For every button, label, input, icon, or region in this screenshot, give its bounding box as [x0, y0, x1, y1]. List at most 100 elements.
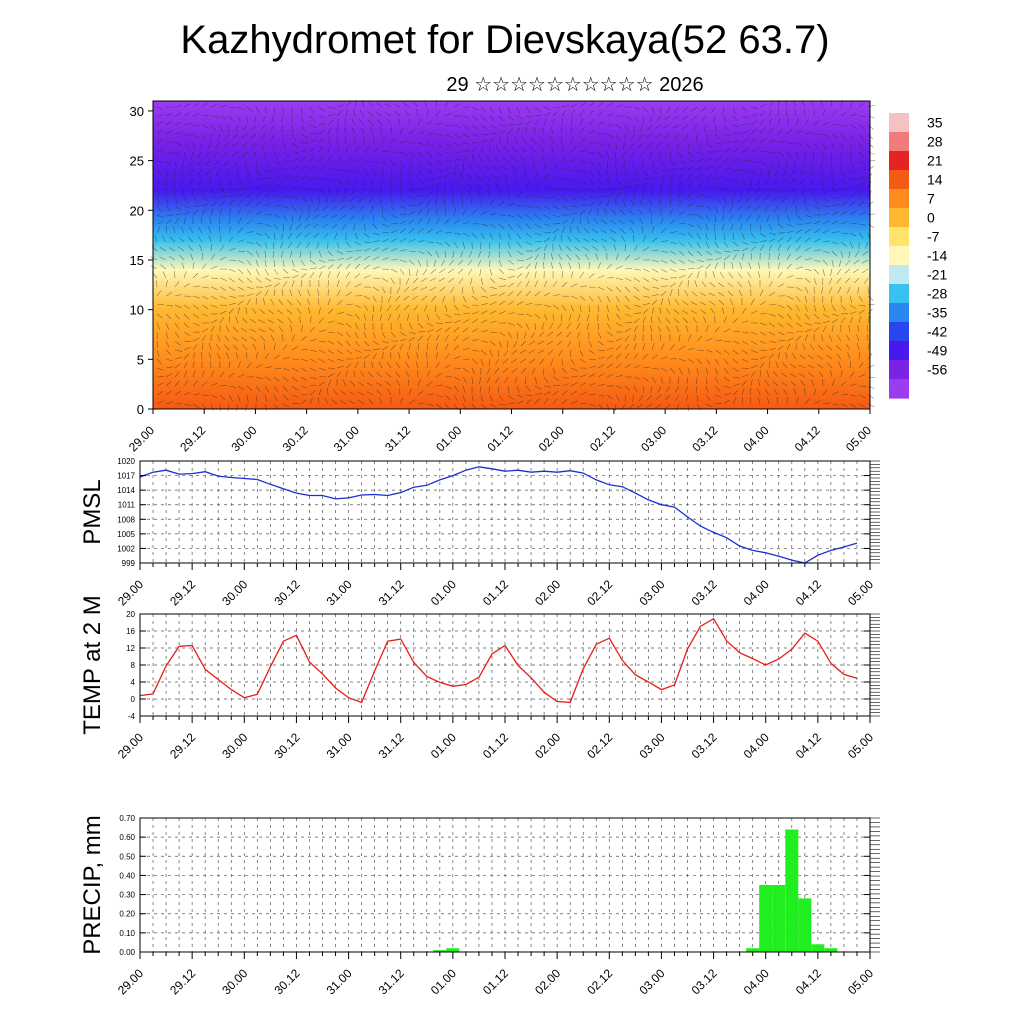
wind-barb: [232, 336, 239, 342]
wind-barb: [245, 307, 248, 315]
wind-barb: [867, 115, 875, 119]
wind-barb: [798, 373, 806, 378]
wind-barb: [615, 313, 621, 320]
wind-barb: [363, 248, 371, 252]
wind-barb: [592, 246, 599, 252]
wind-barb: [637, 133, 644, 140]
wind-barb: [831, 241, 839, 244]
wind-barb: [183, 196, 188, 204]
wind-barb: [714, 385, 721, 392]
wind-barb: [300, 279, 303, 288]
wind-barb: [804, 277, 811, 283]
wind-barb: [399, 238, 407, 243]
wind-barb: [786, 322, 793, 328]
wind-barb: [565, 245, 572, 252]
wind-barb: [462, 376, 467, 384]
wind-barb: [205, 151, 212, 157]
wind-barb: [462, 241, 466, 249]
wind-barb: [543, 196, 551, 199]
wind-barb: [350, 214, 356, 221]
wind-barb: [444, 166, 452, 171]
wind-barb: [804, 322, 812, 326]
wind-barb: [381, 150, 389, 153]
wind-barb: [820, 334, 824, 342]
wind-barb: [705, 337, 713, 342]
wind-barb: [471, 124, 478, 130]
wind-barb: [723, 148, 731, 153]
wind-barb: [668, 298, 671, 306]
wind-barb: [597, 151, 603, 158]
wind-barb: [282, 142, 287, 150]
wind-barb: [588, 208, 592, 216]
wind-barb: [719, 271, 725, 279]
wind-barb: [840, 221, 848, 225]
wind-barb: [366, 391, 374, 396]
wind-barb: [300, 176, 308, 180]
wind-barb: [773, 371, 779, 378]
wind-barb: [345, 135, 347, 144]
wind-barb: [282, 344, 288, 351]
wind-barb: [273, 282, 280, 288]
wind-barb: [192, 352, 196, 360]
wind-barb: [264, 192, 271, 198]
wind-barb: [480, 394, 483, 402]
wind-barb: [507, 291, 514, 297]
wind-barb: [354, 340, 360, 347]
wind-barb: [395, 371, 401, 378]
wind-barb: [836, 268, 842, 275]
colorbar-label: -21: [927, 267, 947, 283]
wind-barb: [174, 112, 182, 117]
wind-barb: [776, 397, 779, 405]
wind-barb: [399, 249, 407, 252]
wind-barb: [309, 106, 314, 114]
wind-barb: [624, 295, 630, 302]
wind-barb: [165, 178, 167, 187]
wind-barb: [213, 151, 221, 156]
wind-barb: [615, 253, 619, 261]
wind-barb: [489, 294, 497, 297]
wind-barb: [525, 280, 530, 288]
wind-barb: [849, 124, 857, 129]
wind-barb: [588, 196, 596, 199]
wind-barb: [435, 182, 441, 189]
wind-barb: [399, 178, 402, 186]
wind-barb: [543, 398, 549, 405]
wind-barb: [187, 236, 194, 243]
wind-barb: [732, 241, 739, 247]
wind-barb: [570, 271, 574, 279]
wind-barb: [687, 250, 694, 257]
wind-barb: [197, 236, 203, 243]
wind-barb: [561, 376, 569, 379]
wind-barb: [816, 355, 824, 360]
wind-barb: [237, 307, 240, 315]
wind-barb: [606, 295, 611, 303]
wind-barb: [763, 205, 770, 212]
wind-barb: [367, 119, 374, 126]
wind-barb: [552, 187, 560, 190]
wind-barb: [210, 208, 214, 216]
wind-barb: [345, 250, 353, 253]
wind-barb: [386, 362, 392, 369]
wind-barb: [775, 361, 779, 369]
wind-barb: [840, 178, 847, 184]
wind-barb: [309, 165, 316, 171]
wind-barb: [525, 232, 532, 238]
wind-barb: [228, 372, 235, 378]
wind-barb: [669, 241, 677, 244]
wind-barb: [786, 343, 791, 351]
wind-barb: [483, 175, 491, 180]
wind-barb: [838, 259, 842, 267]
wind-barb: [395, 362, 401, 369]
wind-barb: [723, 385, 731, 389]
wind-barb: [800, 380, 806, 387]
wind-barb: [327, 387, 329, 396]
wind-barb: [453, 355, 461, 360]
wind-barb: [849, 371, 855, 378]
wind-barb: [150, 265, 158, 270]
wind-barb: [813, 388, 817, 396]
wind-barb: [273, 205, 282, 207]
wind-barb: [513, 340, 518, 348]
wind-barb: [678, 250, 685, 256]
wind-barb: [165, 358, 173, 362]
